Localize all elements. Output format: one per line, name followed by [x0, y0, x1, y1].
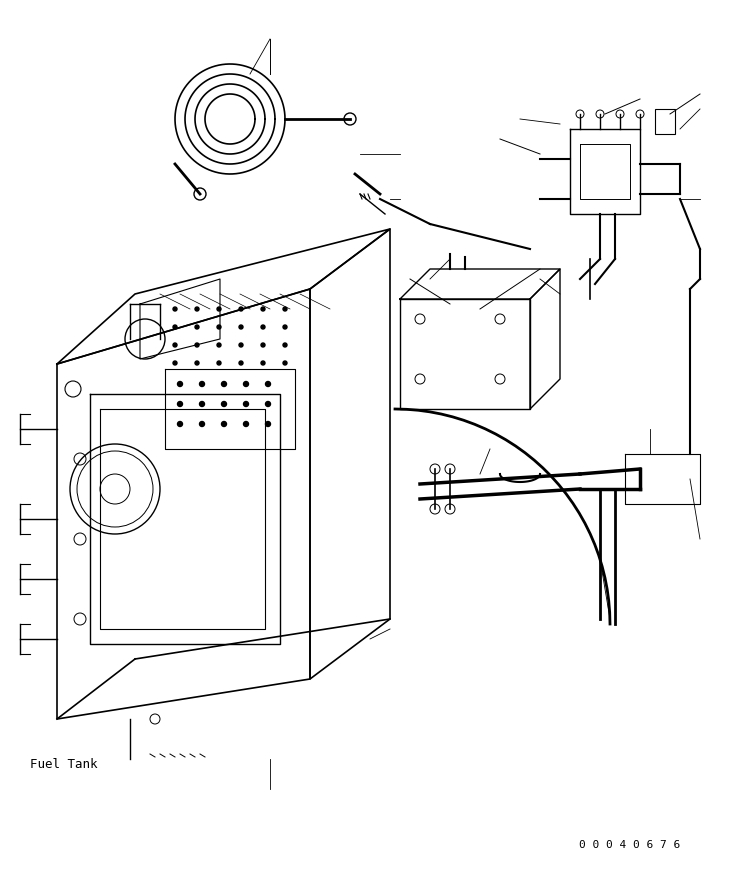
Circle shape [222, 402, 227, 407]
Circle shape [244, 402, 248, 407]
Circle shape [344, 114, 356, 126]
Text: Fuel Tank: Fuel Tank [30, 758, 98, 771]
Text: 0 0 0 4 0 6 7 6: 0 0 0 4 0 6 7 6 [579, 839, 680, 849]
Circle shape [173, 362, 177, 366]
Circle shape [244, 382, 248, 387]
Circle shape [239, 343, 243, 348]
Circle shape [217, 343, 221, 348]
Circle shape [217, 362, 221, 366]
Circle shape [173, 326, 177, 329]
Circle shape [261, 362, 265, 366]
Circle shape [222, 382, 227, 387]
Circle shape [283, 343, 287, 348]
Circle shape [178, 382, 182, 387]
Circle shape [265, 402, 270, 407]
Circle shape [261, 326, 265, 329]
Circle shape [244, 422, 248, 427]
Circle shape [194, 189, 206, 201]
Bar [655, 109, 675, 135]
Circle shape [195, 343, 199, 348]
Circle shape [173, 343, 177, 348]
Circle shape [283, 362, 287, 366]
Circle shape [195, 308, 199, 312]
Circle shape [199, 382, 205, 387]
Circle shape [178, 402, 182, 407]
Circle shape [283, 326, 287, 329]
Circle shape [261, 308, 265, 312]
Circle shape [265, 382, 270, 387]
Circle shape [199, 402, 205, 407]
Circle shape [261, 343, 265, 348]
Circle shape [195, 326, 199, 329]
Circle shape [222, 422, 227, 427]
Circle shape [239, 326, 243, 329]
Circle shape [173, 308, 177, 312]
Circle shape [217, 326, 221, 329]
Circle shape [199, 422, 205, 427]
Circle shape [239, 362, 243, 366]
Circle shape [195, 362, 199, 366]
Circle shape [265, 422, 270, 427]
Circle shape [178, 422, 182, 427]
Circle shape [283, 308, 287, 312]
Circle shape [239, 308, 243, 312]
Circle shape [217, 308, 221, 312]
